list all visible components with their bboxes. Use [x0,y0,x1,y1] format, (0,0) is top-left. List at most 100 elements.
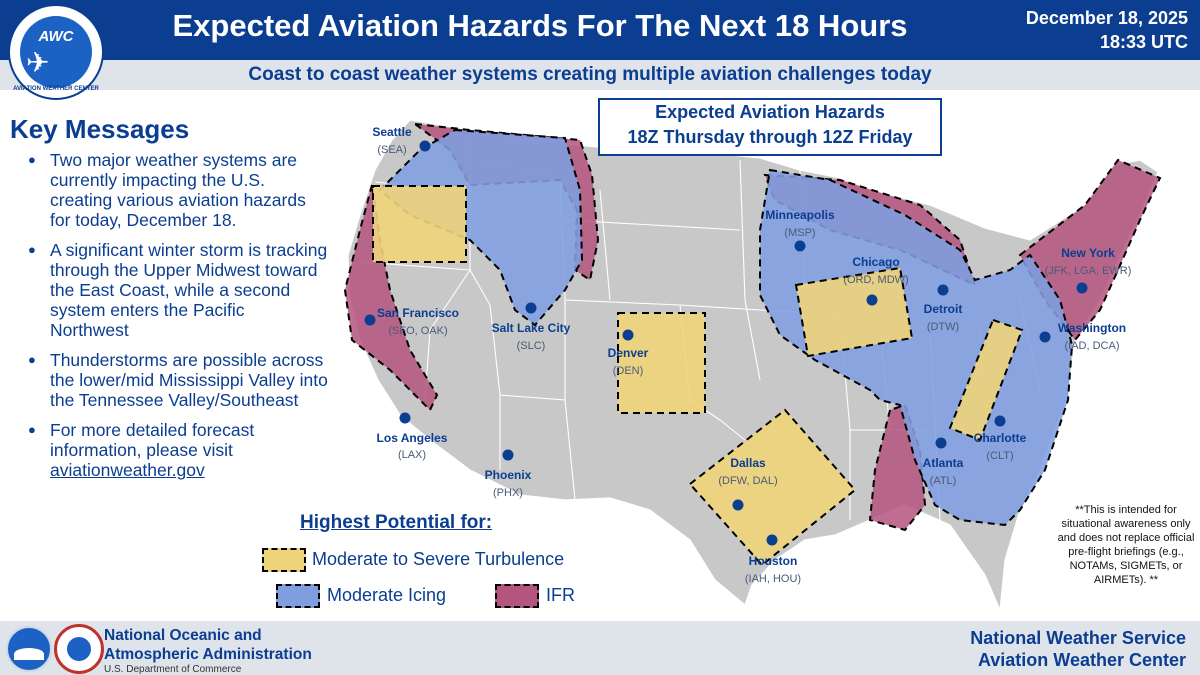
city-dot [419,140,431,152]
city-code: (ATL) [930,475,957,487]
city-code: (IAH, HOU) [745,573,801,585]
doc-label: U.S. Department of Commerce [104,664,242,675]
city-code: (DTW) [927,321,959,333]
awc-logo-text: AWC [38,28,74,45]
key-message-text: For more detailed forecast information, … [50,420,255,460]
city-chicago: Chicago (ORD, MDW) [843,255,909,306]
city-new-york: New York (JFK, LGA, EWR) [1045,246,1132,294]
city-name: Seattle [372,125,412,139]
issue-time: 18:33 UTC [1099,32,1188,52]
hazard-period-box: Expected Aviation Hazards 18Z Thursday t… [598,98,942,156]
page-subtitle: Coast to coast weather systems creating … [248,64,932,85]
city-name: Chicago [852,255,899,269]
key-message-item: Thunderstorms are possible across the lo… [28,350,328,410]
noaa-logo-wave [14,648,44,660]
disclaimer-note: **This is intended for situational aware… [1057,504,1195,586]
city-markers: Seattle (SEA) San Francisco (SFO, OAK) L… [364,125,1132,585]
city-code: (MSP) [784,227,815,239]
city-dot [525,302,537,314]
icing-area-central-east [759,168,1074,527]
city-name: Los Angeles [377,431,448,445]
key-messages-list: Two major weather systems are currently … [28,150,328,490]
turbulence-areas [372,185,1024,567]
legend-label-ifr: IFR [546,585,575,605]
noaa-name: National Oceanic and Atmospheric Adminis… [104,626,312,664]
city-dot [766,534,778,546]
city-name: Phoenix [485,468,532,482]
city-name: Atlanta [923,456,964,470]
city-dot [502,449,514,461]
issue-datetime: December 18, 2025 18:33 UTC [1026,6,1188,54]
legend-swatch-turbulence [262,548,306,572]
city-name: San Francisco [377,306,459,320]
turbulence-area-texas [688,408,857,567]
city-dot [994,415,1006,427]
city-code: (CLT) [986,450,1013,462]
legend-swatch-ifr [495,584,539,608]
city-detroit: Detroit (DTW) [924,284,963,333]
city-code: (DFW, DAL) [718,475,777,487]
turbulence-area-midwest [794,266,914,358]
key-message-item: A significant winter storm is tracking t… [28,240,328,340]
awc-logo-ring-text: AVIATION WEATHER CENTER [13,86,99,92]
hazard-period-range: 18Z Thursday through 12Z Friday [627,127,913,147]
legend-label-icing: Moderate Icing [327,585,447,605]
city-dot [622,329,634,341]
nws-logo [54,624,104,674]
page-title: Expected Aviation Hazards For The Next 1… [172,8,908,43]
nws-awc-name: National Weather Service Aviation Weathe… [970,627,1186,671]
city-dallas: Dallas (DFW, DAL) [718,456,778,511]
aviationweather-link[interactable]: aviationweather.gov [50,460,205,480]
nws-logo-core [67,637,91,661]
footer-bar [0,621,1200,675]
city-salt-lake-city: Salt Lake City (SLC) [492,302,571,352]
noaa-name-line2: Atmospheric Administration [104,646,312,663]
city-dot [399,412,411,424]
us-hazard-map: Seattle (SEA) San Francisco (SFO, OAK) L… [343,119,1162,611]
city-name: Houston [749,554,798,568]
city-dot [935,437,947,449]
header-bar [0,0,1200,60]
city-washington: Washington (IAD, DCA) [1039,321,1126,352]
city-name: Minneapolis [765,208,835,222]
city-dot [866,294,878,306]
city-name: Detroit [924,302,963,316]
key-messages-title: Key Messages [10,114,190,144]
city-code: (SLC) [517,340,546,352]
city-los-angeles: Los Angeles (LAX) [377,412,448,461]
city-code: (DEN) [613,365,644,377]
awc-logo-core [20,16,92,88]
issue-date: December 18, 2025 [1025,8,1188,28]
city-name: Denver [608,346,649,360]
city-seattle: Seattle (SEA) [372,125,431,156]
key-message-item: For more detailed forecast information, … [28,420,328,480]
ifr-area-west-coast [343,184,439,412]
airplane-icon: ✈ [26,47,50,78]
hazard-period-title: Expected Aviation Hazards [655,102,885,122]
city-dot [1039,331,1051,343]
city-code: (SFO, OAK) [388,325,447,337]
turbulence-area-colorado [617,312,706,414]
city-minneapolis: Minneapolis (MSP) [765,208,835,252]
turbulence-area-appalachians [948,318,1024,442]
city-dot [364,314,376,326]
city-name: Dallas [730,456,766,470]
legend-swatch-icing [276,584,320,608]
turbulence-area-oregon [372,185,467,263]
city-code: (SEA) [377,144,406,156]
city-name: Washington [1058,321,1126,335]
city-code: (ORD, MDW) [843,274,908,286]
awc-logo: AWC ✈ AVIATION WEATHER CENTER [8,4,104,100]
noaa-logo [6,626,52,672]
city-code: (LAX) [398,449,426,461]
city-dot [794,240,806,252]
city-name: New York [1061,246,1115,260]
city-code: (JFK, LGA, EWR) [1045,265,1132,277]
city-code: (PHX) [493,487,523,499]
city-san-francisco: San Francisco (SFO, OAK) [364,306,459,337]
city-code: (IAD, DCA) [1065,340,1120,352]
key-message-item: Two major weather systems are currently … [28,150,328,230]
city-atlanta: Atlanta (ATL) [923,437,964,487]
city-dot [1076,282,1088,294]
nws-name-line1: National Weather Service [970,628,1186,648]
